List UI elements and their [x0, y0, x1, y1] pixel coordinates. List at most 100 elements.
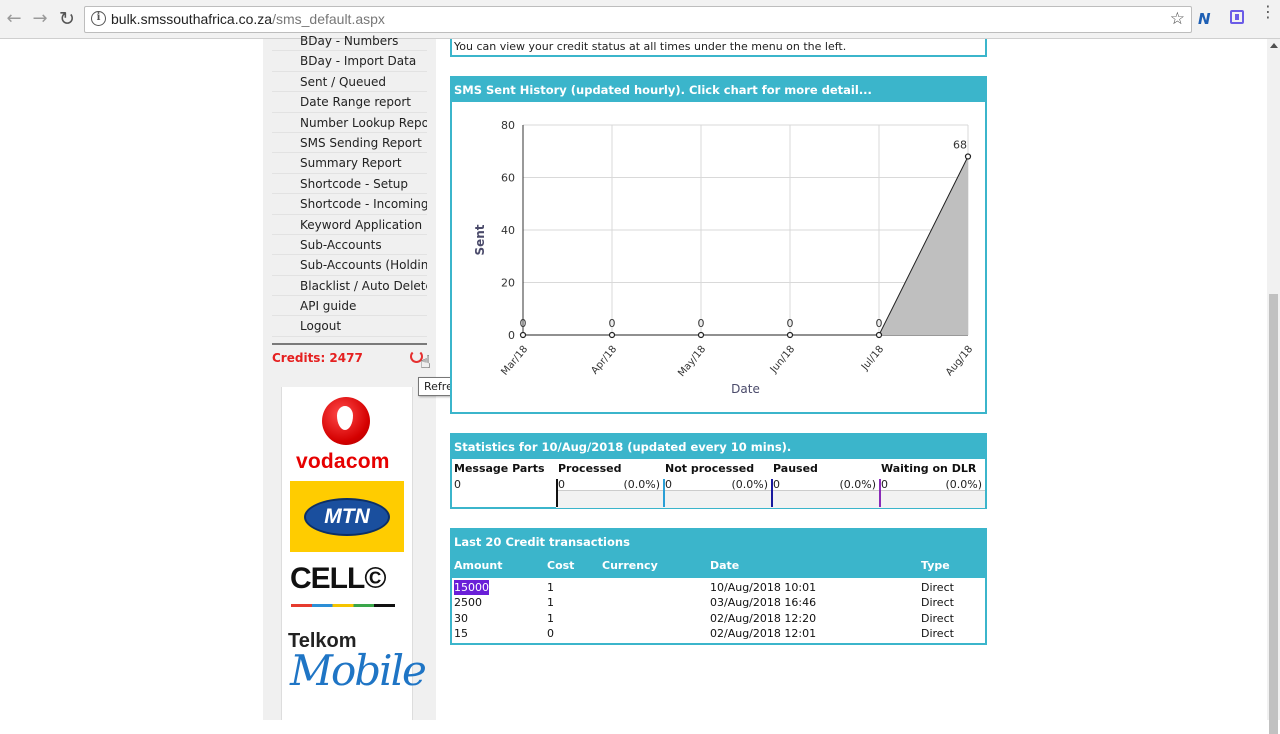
- page-scrollbar[interactable]: [1267, 39, 1280, 734]
- stat-column: Message Parts 0: [452, 459, 556, 507]
- sidebar-item[interactable]: Number Lookup Report: [272, 113, 427, 133]
- extension-icon[interactable]: N: [1198, 10, 1211, 28]
- stat-value: 0: [558, 478, 565, 491]
- sms-history-panel[interactable]: SMS Sent History (updated hourly). Click…: [450, 76, 987, 414]
- browser-menu-icon[interactable]: ⋮: [1260, 2, 1276, 21]
- sidebar-item[interactable]: Shortcode - Setup: [272, 174, 427, 195]
- telkom-logo-text: Telkom: [288, 630, 357, 652]
- cellc-logo-stripe: [291, 604, 395, 607]
- cell-date: 02/Aug/2018 12:01: [710, 626, 817, 640]
- sms-history-chart[interactable]: 0 20 40 60 80 Mar/18 Apr/18 May/18 Jun/18 Jul/18 A…: [452, 102, 985, 412]
- sidebar-item[interactable]: Date Range report: [272, 92, 427, 113]
- transactions-title: Last 20 Credit transactions: [452, 530, 985, 554]
- chart-svg[interactable]: 0 20 40 60 80 Mar/18 Apr/18 May/18 Jun/18 Jul/18 A…: [452, 102, 985, 412]
- stat-label: Processed: [558, 462, 622, 475]
- area-fill: [523, 156, 968, 335]
- sidebar-item[interactable]: Sent / Queued: [272, 72, 427, 93]
- data-point: [519, 331, 527, 339]
- sidebar-item[interactable]: Summary Report: [272, 153, 427, 174]
- data-label: 0: [698, 317, 705, 330]
- stat-value: 0: [665, 478, 672, 491]
- scroll-thumb[interactable]: [1269, 294, 1278, 734]
- x-tick-label: Jun/18: [768, 344, 797, 376]
- telkom-mobile-logo-text: Mobile: [290, 646, 427, 695]
- sidebar-item[interactable]: BDay - Numbers: [272, 31, 427, 52]
- sidebar-item[interactable]: API guide: [272, 296, 427, 317]
- stat-percent: (0.0%): [731, 478, 768, 491]
- stat-progress-bar: [879, 490, 985, 508]
- info-icon[interactable]: i: [91, 11, 106, 26]
- url-text[interactable]: bulk.smssouthafrica.co.za/sms_default.as…: [111, 11, 385, 27]
- stat-color-marker: [556, 479, 558, 507]
- table-row: 15000 1 10/Aug/2018 10:01 Direct: [452, 580, 985, 595]
- stat-color-marker: [771, 479, 773, 507]
- cell-date: 03/Aug/2018 16:46: [710, 596, 817, 610]
- sidebar-item[interactable]: Sub-Accounts (Holding): [272, 255, 427, 276]
- cell-amount: 30: [454, 611, 468, 625]
- table-row: 2500 1 03/Aug/2018 16:46 Direct: [452, 595, 985, 610]
- stat-label: Not processed: [665, 462, 755, 475]
- scroll-up-icon[interactable]: [1270, 43, 1278, 48]
- data-point: [964, 153, 972, 160]
- cell-cost: 0: [547, 626, 554, 640]
- stat-column: Paused 0 (0.0%): [771, 459, 879, 508]
- stat-percent: (0.0%): [839, 478, 876, 491]
- mtn-logo: MTN: [290, 481, 404, 552]
- sidebar-item[interactable]: Sub-Accounts: [272, 235, 427, 256]
- x-tick-label: Aug/18: [944, 344, 975, 378]
- url-host: bulk.smssouthafrica.co.za: [111, 11, 273, 27]
- cell-cost: 1: [547, 581, 554, 594]
- data-point: [875, 331, 883, 339]
- bookmark-star-icon[interactable]: ☆: [1169, 9, 1185, 29]
- statistics-title: Statistics for 10/Aug/2018 (updated ever…: [452, 435, 985, 459]
- x-tick-label: Mar/18: [499, 344, 530, 378]
- data-label: 68: [953, 139, 967, 152]
- sidebar-menu: BDay - Numbers BDay - Import Data Sent / Q…: [272, 31, 427, 337]
- credit-notice: You can view your credit status at all t…: [450, 39, 987, 57]
- vodacom-logo-icon: [322, 397, 370, 445]
- series-line: [523, 156, 969, 336]
- stat-value: 0: [773, 478, 780, 491]
- data-label: 0: [609, 317, 616, 330]
- refresh-credits-icon[interactable]: [410, 350, 423, 363]
- reload-icon[interactable]: ↻: [59, 8, 75, 30]
- forward-icon[interactable]: →: [32, 8, 48, 29]
- header-date: Date: [710, 559, 740, 572]
- extension-box-icon[interactable]: [1230, 10, 1244, 24]
- cell-type: Direct: [921, 626, 954, 640]
- table-row: 15 0 02/Aug/2018 12:01 Direct: [452, 626, 985, 641]
- vodacom-logo-text: vodacom: [296, 450, 390, 473]
- mtn-logo-text: MTN: [304, 498, 390, 536]
- sidebar-item[interactable]: Logout: [272, 316, 427, 337]
- stat-progress-bar: [663, 490, 771, 508]
- data-label: 0: [520, 317, 527, 330]
- data-label: 0: [876, 317, 883, 330]
- url-path: /sms_default.aspx: [272, 11, 385, 27]
- sms-history-title: SMS Sent History (updated hourly). Click…: [452, 78, 985, 102]
- cell-type: Direct: [921, 581, 954, 594]
- data-point: [786, 331, 794, 339]
- stat-color-marker: [663, 479, 665, 507]
- stat-column: Processed 0 (0.0%): [556, 459, 663, 508]
- header-cost: Cost: [547, 559, 575, 572]
- cell-amount: 2500: [454, 596, 482, 610]
- stat-value: 0: [881, 478, 888, 491]
- address-bar[interactable]: i bulk.smssouthafrica.co.za/sms_default.…: [84, 6, 1192, 33]
- stat-column: Waiting on DLR 0 (0.0%): [879, 459, 985, 508]
- data-point: [608, 331, 616, 339]
- sidebar-item[interactable]: BDay - Import Data: [272, 51, 427, 72]
- header-currency: Currency: [602, 559, 658, 572]
- cell-type: Direct: [921, 611, 954, 625]
- stat-label: Paused: [773, 462, 818, 475]
- sidebar-item[interactable]: Shortcode - Incoming: [272, 194, 427, 215]
- sidebar-item[interactable]: Keyword Application: [272, 215, 427, 235]
- cellc-logo-text: CELL©: [290, 562, 386, 595]
- cell-cost: 1: [547, 611, 554, 625]
- cell-date: 10/Aug/2018 10:01: [710, 581, 817, 594]
- back-icon[interactable]: ←: [6, 8, 22, 29]
- sidebar-item[interactable]: Blacklist / Auto Deleted: [272, 276, 427, 297]
- cell-cost: 1: [547, 596, 554, 610]
- sidebar-item[interactable]: SMS Sending Report: [272, 133, 427, 154]
- x-axis-title: Date: [731, 382, 760, 396]
- y-tick-label: 0: [508, 329, 515, 342]
